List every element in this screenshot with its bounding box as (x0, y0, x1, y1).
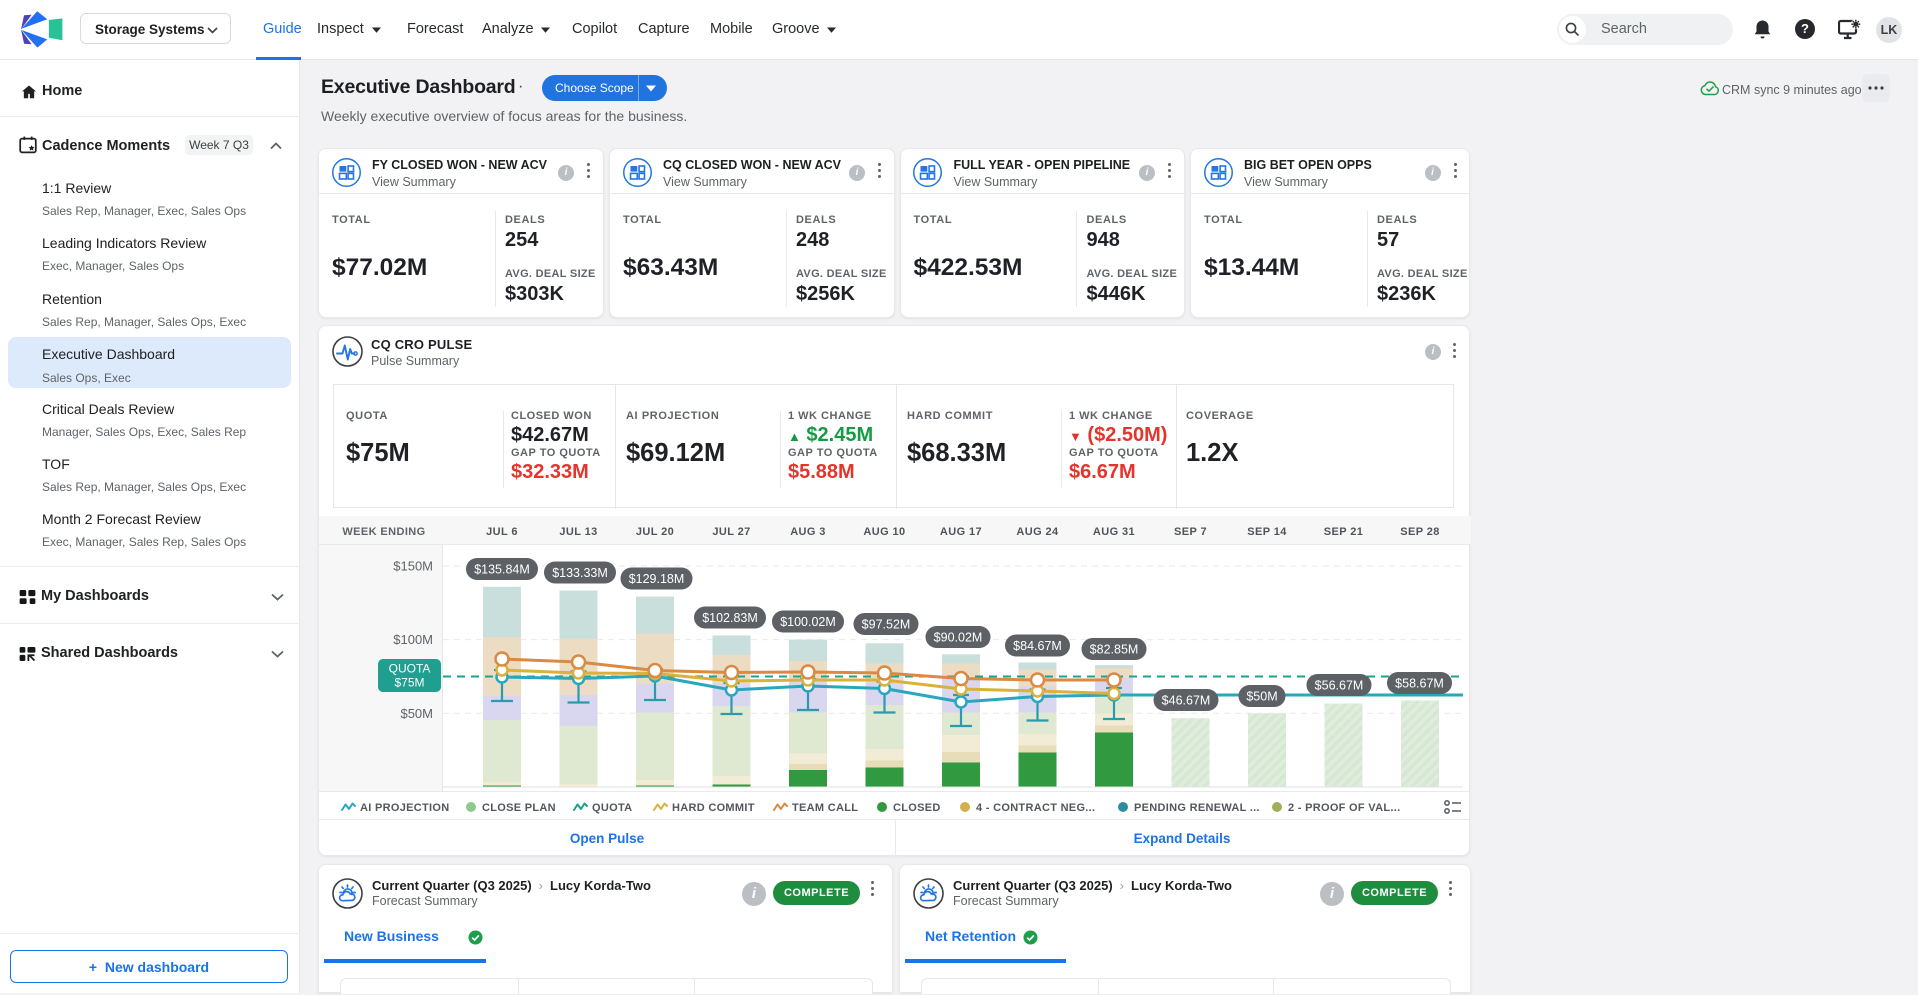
svg-text:PENDING RENEWAL ...: PENDING RENEWAL ... (1134, 802, 1260, 814)
svg-text:$102.83M: $102.83M (702, 611, 758, 625)
svg-text:$133.33M: $133.33M (552, 566, 608, 580)
svg-text:SEP 21: SEP 21 (1324, 526, 1364, 538)
svg-text:Open Pulse: Open Pulse (570, 831, 645, 846)
svg-text:JUL 6: JUL 6 (486, 526, 518, 538)
svg-text:$135.84M: $135.84M (474, 563, 530, 577)
svg-text:AUG 24: AUG 24 (1016, 526, 1059, 538)
svg-text:$56.67M: $56.67M (1315, 679, 1364, 693)
svg-text:$100M: $100M (393, 632, 433, 647)
svg-text:WEEK ENDING: WEEK ENDING (342, 526, 425, 538)
svg-text:$46.67M: $46.67M (1162, 694, 1211, 708)
svg-text:QUOTA: QUOTA (592, 802, 632, 814)
svg-text:2 - PROOF OF VAL...: 2 - PROOF OF VAL... (1288, 802, 1400, 814)
svg-text:JUL 13: JUL 13 (559, 526, 597, 538)
svg-text:QUOTA: QUOTA (389, 662, 431, 676)
svg-text:$75M: $75M (394, 676, 424, 690)
svg-text:$97.52M: $97.52M (862, 618, 911, 632)
svg-text:$84.67M: $84.67M (1013, 639, 1062, 653)
svg-text:$82.85M: $82.85M (1090, 643, 1139, 657)
svg-text:CLOSE PLAN: CLOSE PLAN (482, 802, 556, 814)
svg-text:Expand Details: Expand Details (1134, 831, 1231, 846)
svg-text:AUG 3: AUG 3 (790, 526, 826, 538)
svg-text:AUG 10: AUG 10 (863, 526, 905, 538)
svg-text:JUL 27: JUL 27 (712, 526, 750, 538)
svg-text:$58.67M: $58.67M (1395, 677, 1444, 691)
svg-text:SEP 14: SEP 14 (1247, 526, 1287, 538)
svg-text:$150M: $150M (393, 559, 433, 574)
svg-text:AI PROJECTION: AI PROJECTION (360, 802, 449, 814)
svg-text:$50M: $50M (400, 706, 433, 721)
svg-text:$50M: $50M (1246, 690, 1277, 704)
svg-text:HARD COMMIT: HARD COMMIT (672, 802, 755, 814)
svg-text:4 - CONTRACT NEG...: 4 - CONTRACT NEG... (976, 802, 1095, 814)
svg-text:SEP 28: SEP 28 (1400, 526, 1440, 538)
svg-text:$90.02M: $90.02M (934, 631, 983, 645)
svg-text:JUL 20: JUL 20 (636, 526, 674, 538)
svg-text:SEP 7: SEP 7 (1174, 526, 1207, 538)
svg-text:AUG 17: AUG 17 (940, 526, 982, 538)
svg-text:$100.02M: $100.02M (780, 615, 836, 629)
svg-text:TEAM CALL: TEAM CALL (792, 802, 858, 814)
svg-text:$129.18M: $129.18M (629, 572, 685, 586)
svg-text:CLOSED: CLOSED (893, 802, 941, 814)
svg-text:AUG 31: AUG 31 (1093, 526, 1135, 538)
